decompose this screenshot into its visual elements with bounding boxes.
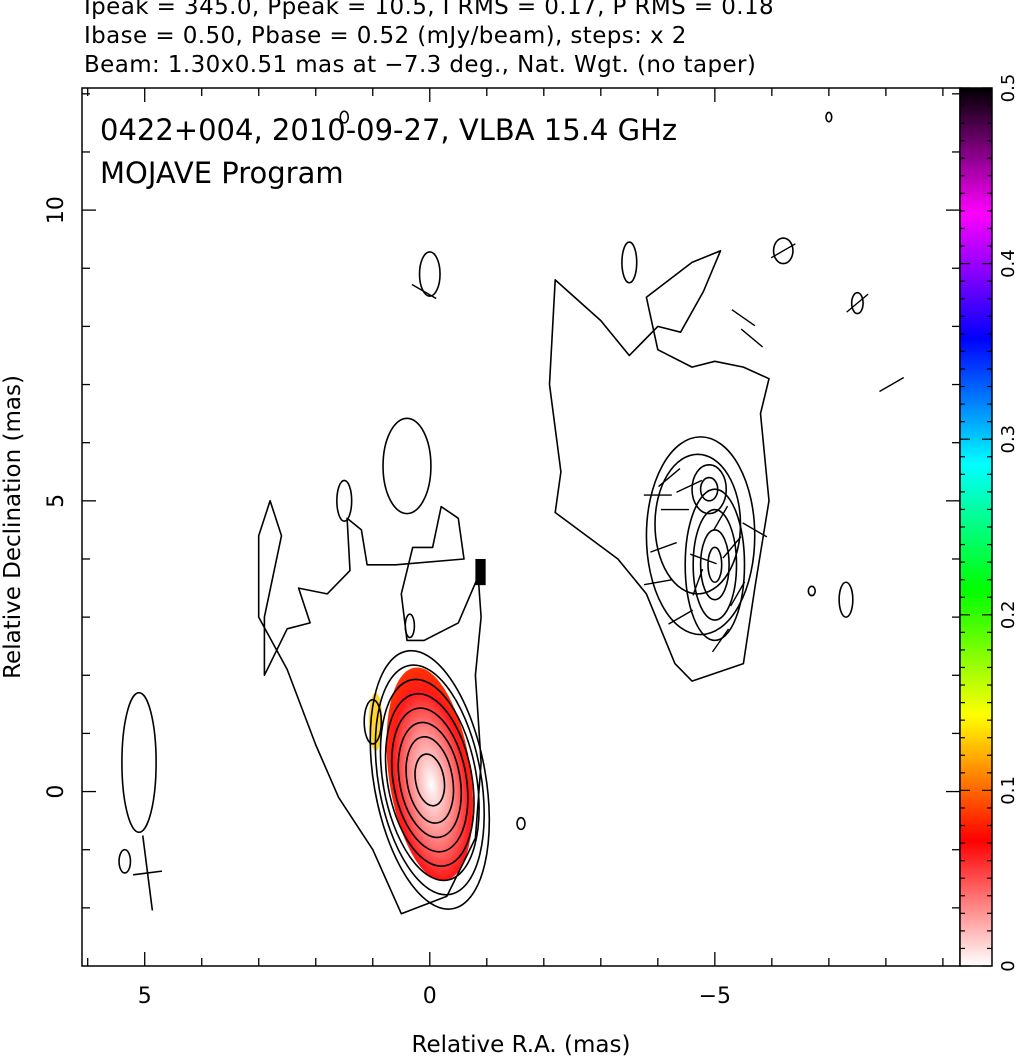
header-line-3: Beam: 1.30x0.51 mas at −7.3 deg., Nat. W… [84, 52, 757, 78]
core-contour [369, 649, 491, 910]
jet-knot-contour [654, 453, 742, 595]
plot-title: 0422+004, 2010-09-27, VLBA 15.4 GHz [100, 113, 677, 147]
contour-island [621, 241, 638, 284]
y-tick-label: 10 [44, 196, 69, 224]
core-contour [397, 721, 463, 839]
colorbar-tick-label: 0.3 [998, 425, 1019, 454]
jet-knot-contour [707, 546, 723, 584]
core-contour [414, 753, 446, 807]
evpa-vector [846, 293, 869, 313]
core-lowest-contour [257, 500, 482, 915]
jet-knot-contour [699, 476, 719, 502]
contour-island [516, 816, 526, 831]
pol-black-pixels [475, 558, 486, 586]
evpa-vector [690, 553, 717, 565]
evpa-vector [879, 376, 905, 393]
jet-knot-contour [699, 529, 730, 601]
contour-island [404, 613, 416, 639]
evpa-vector [742, 522, 768, 538]
beam-minor-axis [133, 870, 163, 876]
contour-island [382, 417, 432, 515]
plot-frame [81, 87, 961, 967]
colorbar [959, 87, 993, 967]
contour-island [850, 291, 864, 315]
axis-ticks [82, 88, 960, 966]
contour-island [118, 848, 132, 874]
evpa-vector [770, 243, 796, 259]
evpa-vector [712, 505, 729, 531]
x-axis-title: Relative R.A. (mas) [412, 1032, 631, 1058]
y-tick-label: 5 [44, 494, 69, 508]
y-tick-label: 0 [44, 785, 69, 799]
core-contour [384, 692, 475, 867]
contour-island [121, 691, 157, 834]
evpa-vector [692, 568, 704, 596]
contour-island [807, 585, 816, 597]
evpa-vector [643, 579, 672, 586]
evpa-vector [722, 536, 742, 559]
evpa-vector [650, 541, 677, 553]
beam-cross [133, 835, 163, 911]
contour-island [772, 237, 794, 265]
contour-island [825, 111, 833, 123]
jet-knot-contour [645, 436, 756, 636]
axis-tick-labels: 5 0 −5 0 5 10 [44, 196, 731, 1009]
colorbar-tick-label: 0.4 [998, 249, 1019, 278]
colorbar-tick-label: 0 [998, 960, 1019, 971]
evpa-vector [740, 328, 764, 348]
core-hole-contour [363, 698, 383, 745]
contour-island [336, 479, 353, 522]
contour-island [339, 110, 350, 124]
plot-subtitle: MOJAVE Program [100, 156, 344, 190]
evpa-vectors [411, 243, 905, 653]
evpa-vector [668, 609, 694, 625]
jet-knot-contour [684, 488, 746, 642]
evpa-vector [676, 479, 703, 493]
core-contour [405, 736, 455, 824]
colorbar-tick-label: 0.5 [998, 74, 1019, 103]
header-line-2: Ibase = 0.50, Pbase = 0.52 (mJy/beam), s… [84, 23, 687, 49]
evpa-vector [658, 468, 681, 488]
header-line-1: Ipeak = 345.0, Ppeak = 10.5, I RMS = 0.1… [84, 0, 775, 20]
intensity-contours [118, 110, 864, 915]
contour-island [838, 581, 854, 618]
x-tick-label: −5 [699, 984, 731, 1009]
y-axis-title: Relative Declination (mas) [0, 375, 26, 679]
evpa-vector [730, 581, 746, 607]
colorbar-tick-labels: 0 0.1 0.2 0.3 0.4 0.5 [998, 74, 1019, 972]
x-tick-label: 5 [138, 984, 152, 1009]
colorbar-ticks [960, 87, 992, 967]
core-contour [379, 678, 480, 882]
jet-knot-contour [691, 463, 728, 515]
colorbar-tick-label: 0.2 [998, 600, 1019, 629]
jet-lowest-contour [548, 250, 770, 682]
colorbar-tick-label: 0.1 [998, 776, 1019, 805]
contour-island [418, 251, 441, 297]
core-contour [390, 707, 469, 853]
evpa-vector [411, 283, 437, 300]
x-tick-label: 0 [423, 984, 437, 1009]
evpa-vector [711, 628, 730, 653]
evpa-vector [731, 309, 756, 327]
jet-knot-contour [692, 508, 738, 621]
